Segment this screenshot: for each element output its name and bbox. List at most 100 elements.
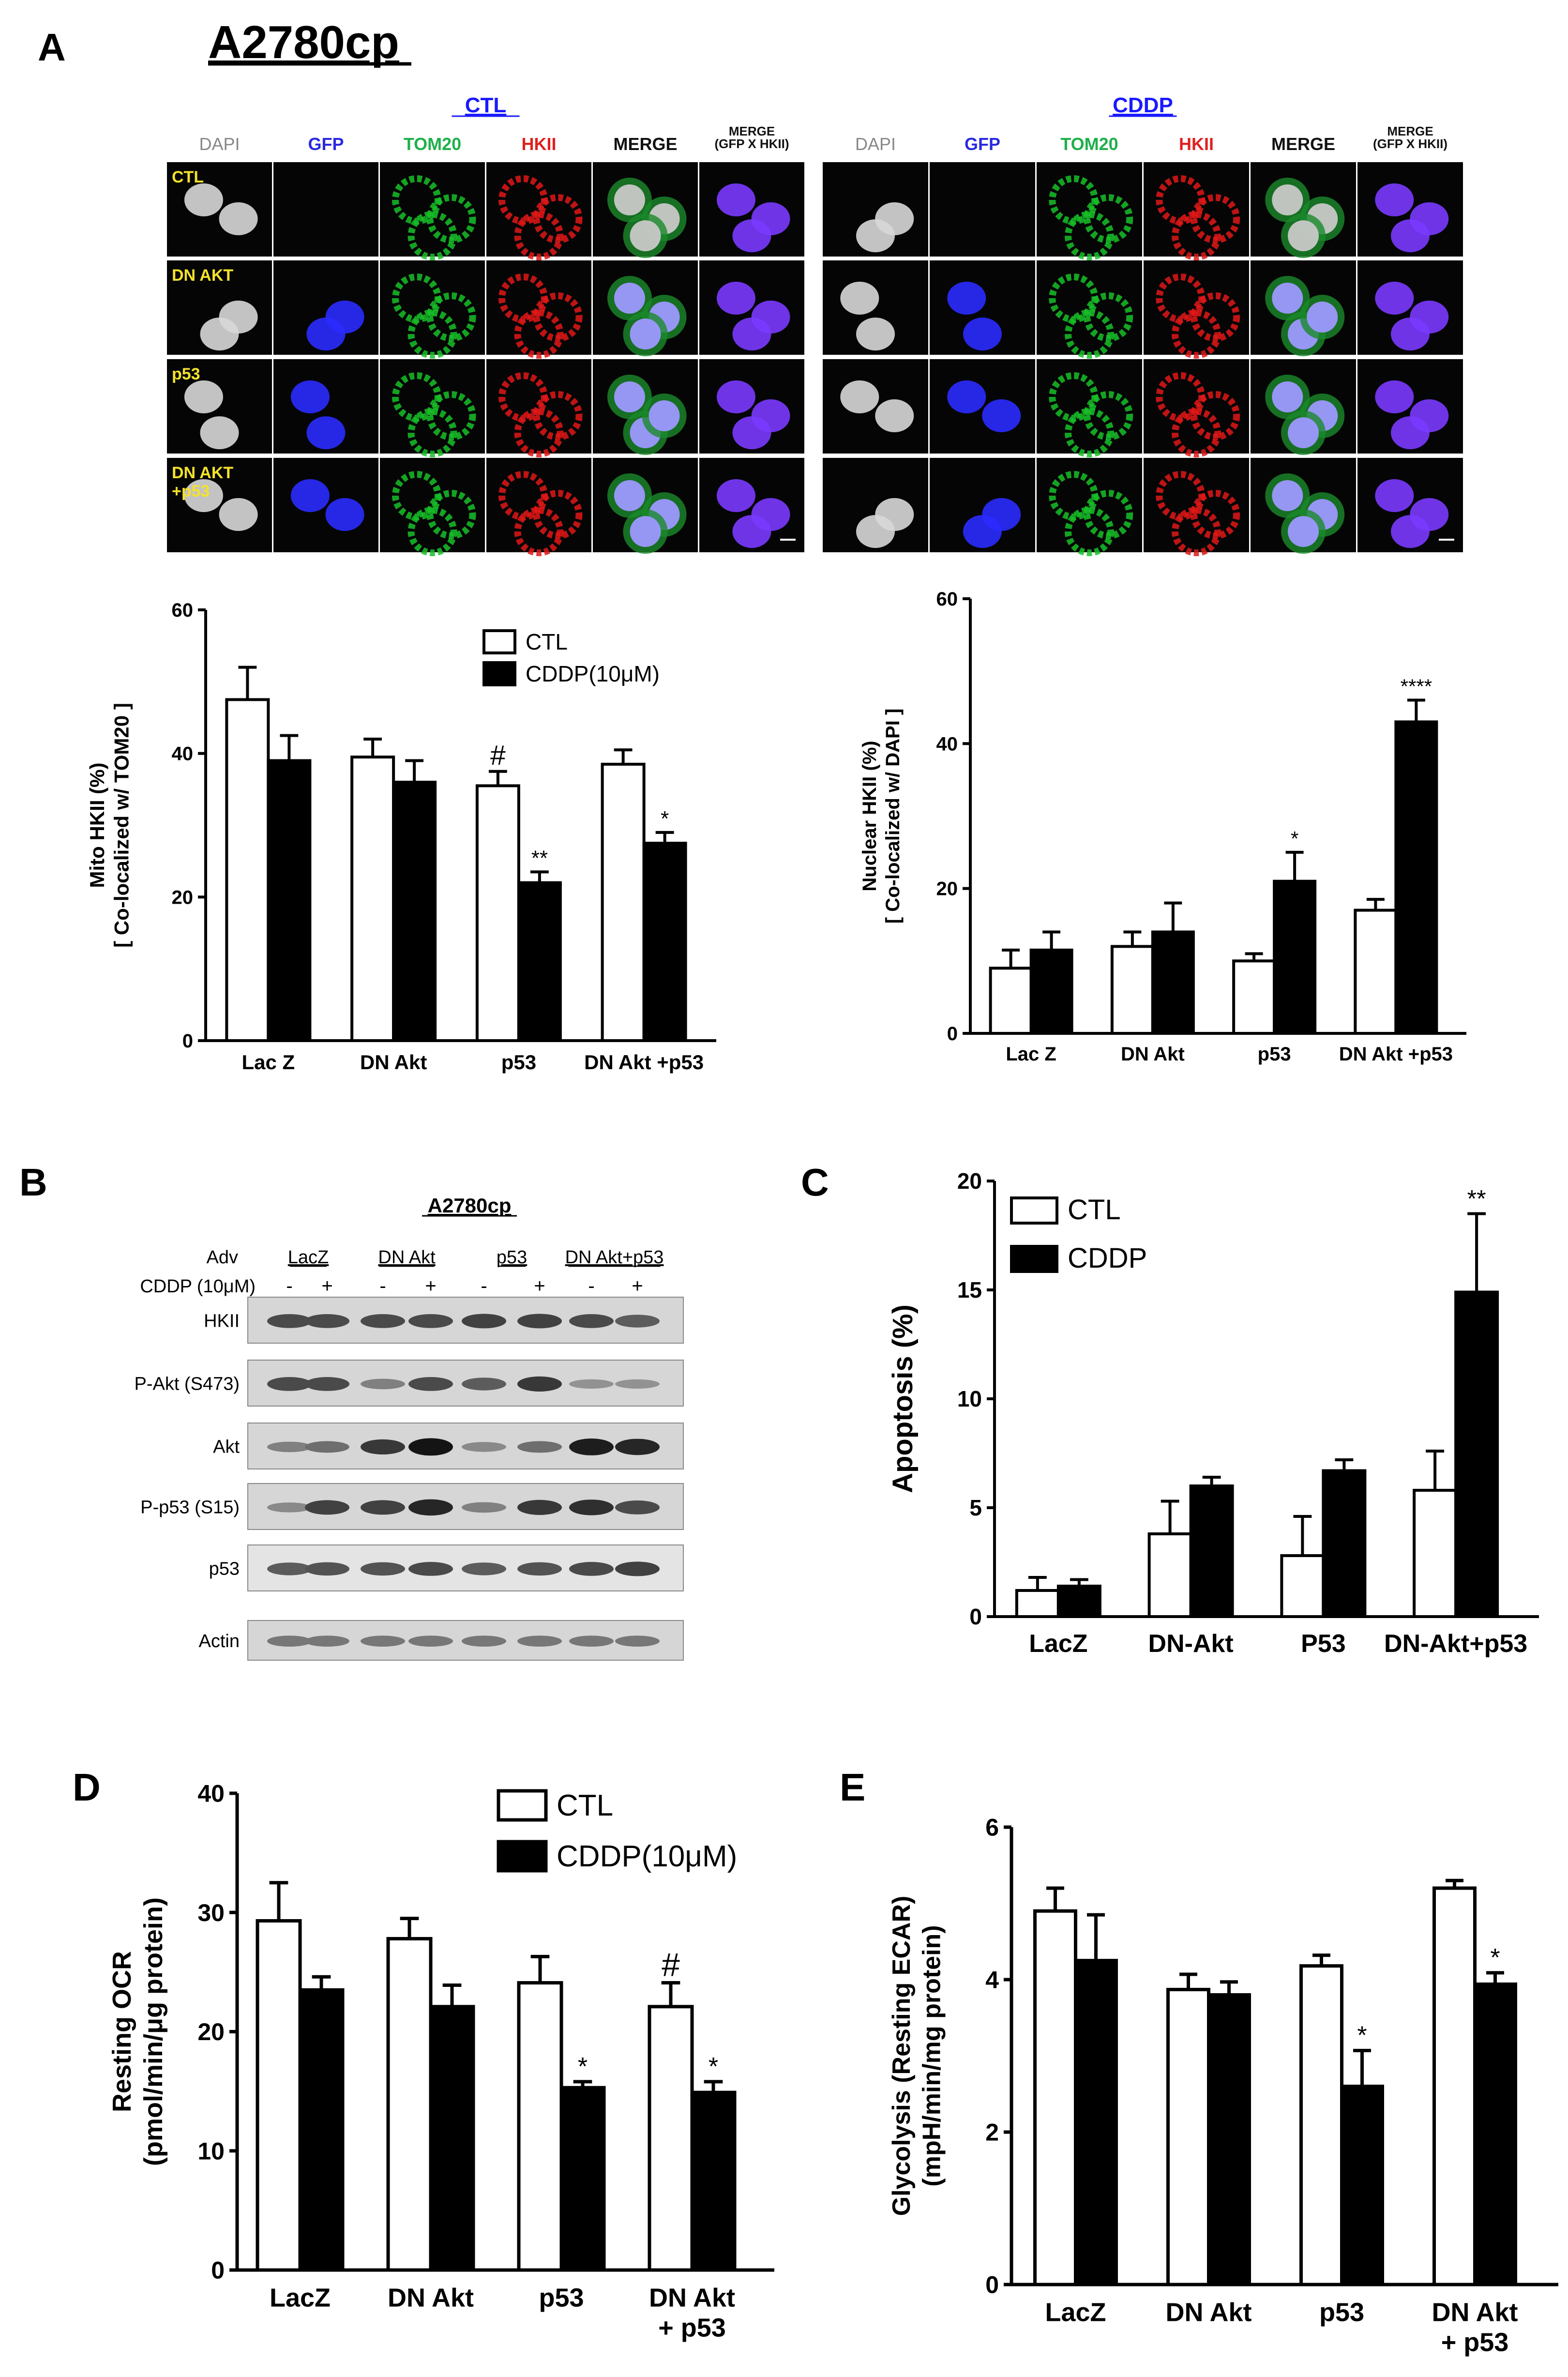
- blot-band: [267, 1441, 312, 1453]
- cell-blob: [1172, 309, 1221, 359]
- category-label-2: p53: [539, 2284, 584, 2313]
- blot-band: [462, 1442, 506, 1452]
- blot-label-0: HKII: [204, 1311, 240, 1332]
- bar-cddp-3: [1454, 1290, 1499, 1618]
- blot-label-2: Akt: [213, 1437, 240, 1457]
- category-label-0: LacZ: [1029, 1630, 1087, 1658]
- blot-band: [615, 1379, 660, 1389]
- blot-group-label-1: DN Akt: [378, 1247, 436, 1268]
- blot-band: [462, 1314, 506, 1329]
- chart-nuclear-hkii: 0 20 40 60 Nuclear HKII (%)[ Co-localized w/…: [859, 589, 1466, 1065]
- blot-band: [267, 1377, 312, 1391]
- y-tick-label: 0: [947, 1023, 958, 1045]
- bar-ctl-3: [648, 2005, 694, 2272]
- blot-band: [305, 1500, 349, 1515]
- y-tick-label: 0: [182, 1030, 193, 1052]
- cell-blob: [840, 380, 879, 413]
- cell-blob: [1288, 516, 1319, 547]
- blot-band: [267, 1635, 312, 1647]
- channel-label-1-5: MERGE (GFP X HKII): [1373, 124, 1447, 151]
- blot-band: [569, 1379, 614, 1389]
- cell-blob: [716, 282, 755, 315]
- bar-ctl-2: [475, 784, 520, 1042]
- cell-blob: [325, 498, 364, 531]
- category-label-3: DN Akt + p53: [1432, 2298, 1518, 2357]
- significance-marker: **: [1467, 1185, 1486, 1212]
- blot-band: [615, 1500, 660, 1514]
- significance-marker: *: [709, 2053, 718, 2081]
- blot-band: [408, 1438, 453, 1456]
- blot-sign-6: -: [588, 1275, 594, 1297]
- legend-swatch-0: [482, 629, 516, 654]
- significance-marker: *: [661, 807, 669, 831]
- panel-label-c: C: [801, 1161, 829, 1204]
- cell-blob: [1272, 480, 1303, 511]
- category-label-2: p53: [1319, 2298, 1364, 2327]
- category-label-3: DN Akt +p53: [584, 1051, 704, 1074]
- category-label-0: Lac Z: [242, 1051, 295, 1074]
- y-tick-label: 6: [985, 1814, 999, 1841]
- y-tick-label: 20: [936, 878, 958, 900]
- bar-ctl-2: [1280, 1554, 1325, 1618]
- y-tick-label: 40: [936, 733, 958, 755]
- bar-cddp-10-m--2: [517, 881, 562, 1042]
- cell-blob: [184, 479, 223, 512]
- legend-swatch-1: [482, 661, 516, 686]
- cell-blob: [732, 219, 771, 253]
- y-tick-label: 30: [197, 1899, 225, 1926]
- blot-band: [408, 1635, 453, 1647]
- blot-group-label-3: DN Akt+p53: [565, 1247, 664, 1268]
- y-axis-label: Apoptosis (%): [887, 1304, 919, 1493]
- blot-band: [462, 1635, 506, 1647]
- blot-band: [569, 1438, 614, 1455]
- blot-band: [361, 1500, 405, 1515]
- category-label-1: DN Akt: [1121, 1044, 1185, 1065]
- bar-cddp-10-m--0: [267, 759, 312, 1042]
- cell-blob: [716, 183, 755, 216]
- cell-blob: [982, 399, 1021, 432]
- cell-blob: [200, 416, 239, 450]
- channel-label-1-2: TOM20: [1060, 134, 1118, 154]
- cell-blob: [1375, 183, 1414, 216]
- blot-band: [569, 1314, 614, 1328]
- blot-band: [267, 1314, 312, 1328]
- blot-band: [517, 1314, 562, 1329]
- bar-ctl-2: [1232, 959, 1276, 1035]
- blot-label-3: P-p53 (S15): [140, 1498, 240, 1518]
- cell-blob: [614, 184, 645, 215]
- bar-ctl-0: [1015, 1589, 1060, 1618]
- significance-marker: *: [578, 2053, 588, 2081]
- bar-cddp-1: [1151, 930, 1195, 1035]
- cell-blob: [219, 498, 258, 531]
- cell-blob: [1288, 417, 1319, 449]
- cell-blob: [963, 515, 1002, 548]
- bar-ctl-3: [1413, 1489, 1458, 1618]
- legend-swatch-0: [1010, 1196, 1058, 1225]
- bar-cddp-0: [1029, 948, 1073, 1035]
- cell-blob: [514, 408, 564, 458]
- cell-blob: [1084, 292, 1133, 342]
- cell-blob: [407, 408, 457, 458]
- cell-blob: [716, 380, 755, 413]
- group-title-1: CDDP: [1113, 93, 1173, 117]
- row-label-3: DN AKT +p53: [172, 464, 233, 500]
- blot-sign-5: +: [534, 1275, 545, 1297]
- y-tick-label: 2: [985, 2119, 999, 2146]
- bar-cddp-3: [1394, 720, 1438, 1035]
- row-label-0: CTL: [172, 168, 204, 186]
- cell-blob: [1391, 219, 1430, 253]
- channel-label-0-5: MERGE (GFP X HKII): [714, 124, 789, 151]
- cell-blob: [856, 219, 895, 253]
- legend-label-1: CDDP(10μM): [526, 661, 660, 686]
- blot-band: [517, 1441, 562, 1453]
- y-tick-label: 40: [172, 743, 194, 765]
- bar-cddp-2: [1273, 879, 1317, 1035]
- blot-band: [361, 1314, 405, 1328]
- cell-blob: [1410, 301, 1449, 333]
- blot-band: [305, 1562, 349, 1576]
- bar-ctl-1: [1110, 945, 1154, 1035]
- category-label-1: DN Akt: [388, 2284, 474, 2313]
- blot-band: [517, 1635, 562, 1647]
- chart-mito-hkii: 0 20 40 60 Mito HKII (%)[ Co-localized w/ TO…: [86, 600, 716, 1074]
- cell-blob: [200, 318, 239, 351]
